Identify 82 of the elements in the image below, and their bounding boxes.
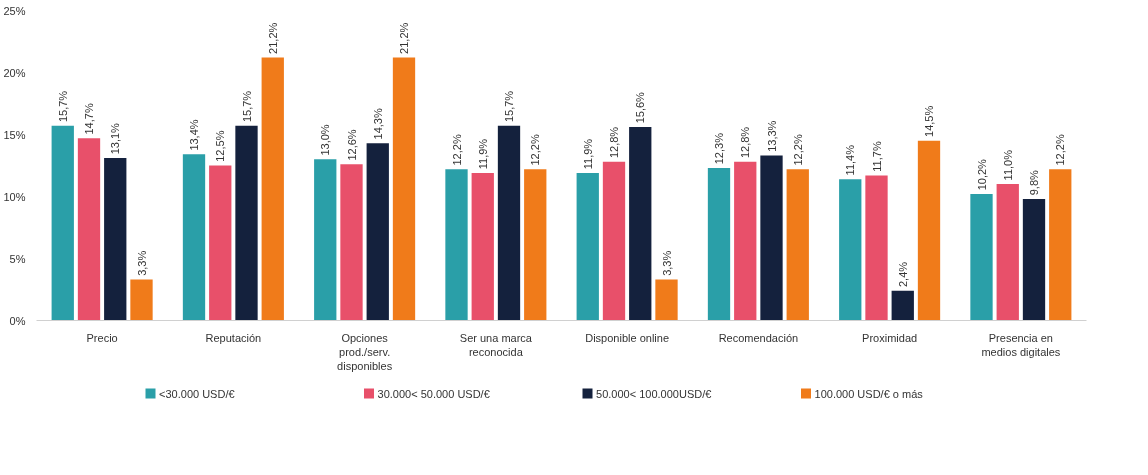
x-tick-label: Proximidad	[862, 331, 918, 344]
data-label: 12,5%	[214, 130, 227, 162]
legend-label: 30.000< 50.000 USD/€	[377, 387, 490, 400]
y-tick-label: 20%	[3, 66, 26, 79]
legend-label: 100.000 USD/€ o más	[814, 387, 924, 400]
bar	[917, 140, 941, 321]
data-label: 9,8%	[1028, 169, 1040, 196]
data-label: 12,8%	[739, 126, 752, 159]
data-label: 11,7%	[870, 141, 883, 172]
x-tick-label: Disponible online	[585, 331, 670, 344]
data-label: 15,6%	[634, 91, 647, 124]
bar	[734, 161, 757, 321]
data-label: 13,1%	[109, 122, 122, 155]
data-label: 21,2%	[266, 22, 279, 54]
bar	[51, 125, 74, 321]
data-label: 13,0%	[319, 124, 332, 156]
bar	[182, 154, 206, 321]
y-tick-label: 5%	[9, 252, 26, 265]
x-tick-label: Reputación	[205, 331, 262, 344]
data-label: 14,3%	[371, 108, 384, 140]
bar	[340, 164, 363, 321]
data-label: 2,4%	[896, 261, 909, 288]
y-tick-label: 25%	[3, 4, 26, 17]
data-label: 13,3%	[765, 120, 778, 152]
bar	[970, 194, 993, 321]
data-label: 14,5%	[923, 105, 935, 137]
x-tick-label: Opciones prod./serv. disponibles	[337, 331, 393, 373]
bar	[629, 127, 652, 321]
bar	[524, 169, 547, 321]
bar	[602, 161, 626, 321]
bar	[1049, 169, 1072, 321]
bar	[235, 125, 258, 321]
bar	[366, 143, 389, 321]
bar	[891, 290, 914, 321]
bar	[707, 167, 731, 321]
data-label: 10,2%	[975, 158, 988, 191]
y-tick-label: 0%	[9, 314, 26, 327]
bar	[655, 279, 678, 321]
bar	[314, 159, 337, 321]
data-label: 11,0%	[1001, 149, 1014, 181]
data-label: 12,2%	[450, 134, 463, 166]
y-tick-label: 15%	[3, 128, 26, 141]
data-label: 15,7%	[240, 90, 253, 123]
bar	[576, 172, 599, 321]
bar	[839, 179, 862, 321]
bar	[130, 279, 153, 321]
data-label: 11,9%	[476, 138, 489, 170]
data-label: 12,8%	[608, 126, 620, 159]
bar	[497, 125, 521, 321]
x-tick-label: Ser una marca reconocida	[459, 331, 533, 358]
bar	[392, 57, 416, 321]
data-label: 11,9%	[581, 138, 594, 170]
data-label: 3,3%	[135, 250, 148, 276]
y-tick-label: 10%	[3, 190, 26, 203]
bar	[104, 158, 127, 321]
data-label: 15,7%	[503, 90, 515, 123]
bar	[996, 184, 1019, 321]
legend-label: <30.000 USD/€	[159, 387, 235, 400]
data-label: 14,7%	[83, 103, 95, 135]
bar	[786, 169, 809, 321]
data-label: 12,3%	[713, 132, 725, 165]
data-label: 3,3%	[660, 250, 673, 276]
data-label: 12,2%	[791, 134, 804, 166]
bar	[865, 175, 888, 321]
data-label: 21,2%	[398, 22, 410, 54]
legend-label: 50.000< 100.000USD/€	[596, 387, 712, 400]
x-tick-label: Recomendación	[718, 331, 799, 344]
bar	[760, 155, 783, 321]
bar	[1022, 198, 1046, 321]
data-label: 11,4%	[844, 144, 857, 176]
bar	[77, 138, 101, 321]
data-label: 12,2%	[529, 134, 542, 166]
bar	[471, 172, 494, 321]
bar	[261, 57, 284, 321]
bar	[209, 165, 232, 321]
x-tick-label: Precio	[86, 331, 118, 344]
x-tick-label: Presencia en medios digitales	[981, 331, 1061, 358]
data-label: 15,7%	[56, 90, 69, 123]
bar	[445, 169, 468, 321]
data-label: 13,4%	[188, 119, 200, 151]
data-label: 12,6%	[345, 129, 358, 161]
data-label: 12,2%	[1054, 134, 1067, 166]
